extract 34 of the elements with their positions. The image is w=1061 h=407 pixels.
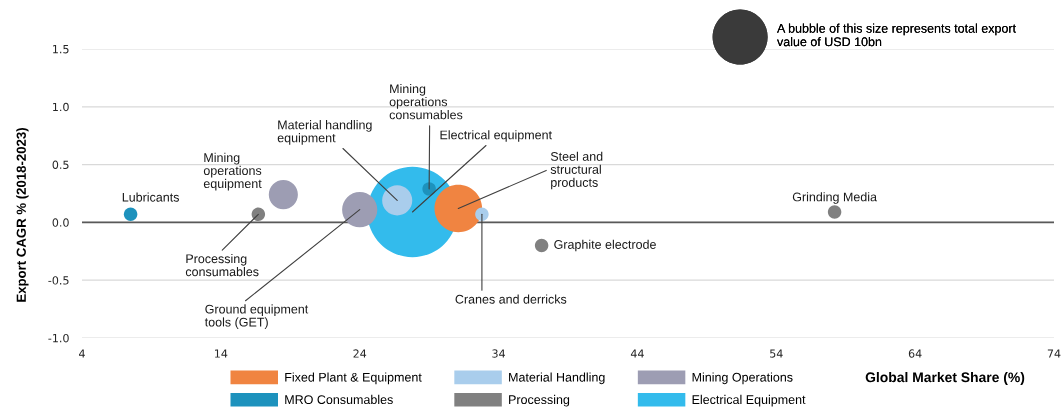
y-tick-label: -0.5 — [48, 276, 69, 285]
x-tick-label: 74 — [1047, 349, 1061, 358]
x-tick-label: 44 — [630, 349, 644, 358]
legend-label: MRO Consumables — [285, 394, 393, 405]
y-tick-label: 0.0 — [52, 218, 69, 227]
annotation: Cranes and derricks — [455, 294, 567, 304]
annotation: Electrical equipment — [440, 130, 552, 142]
annotation: Mining operations equipment — [203, 152, 262, 191]
annotation: Graphite electrode — [554, 239, 656, 252]
annotation: Ground equipment tools (GET) — [204, 304, 309, 330]
x-tick-label: 4 — [79, 349, 85, 358]
x-axis-title: Global Market Share (%) — [865, 372, 1025, 385]
y-axis-title: Export CAGR % (2018-2023) — [16, 128, 29, 302]
annotation: Processing consumables — [185, 253, 259, 277]
y-tick-label: 0.5 — [52, 160, 69, 169]
legend-label: Electrical Equipment — [692, 394, 806, 407]
annotation: Steel and structural products — [550, 151, 603, 190]
x-tick-label: 24 — [353, 349, 367, 358]
legend-label: A bubble of this size represents total export value of USD 10bn — [777, 23, 1016, 47]
legend-label: Processing — [509, 394, 570, 407]
x-tick-label: 64 — [908, 349, 922, 358]
y-tick-label: -1.0 — [48, 333, 69, 343]
annotation: Grinding Media — [792, 192, 877, 204]
x-tick-label: 34 — [492, 349, 506, 358]
legend-label: Mining Operations — [692, 372, 793, 385]
annotation: Mining operations consumables — [389, 84, 463, 120]
x-tick-label: 14 — [215, 349, 228, 358]
y-tick-label: 1.5 — [53, 45, 69, 54]
legend-label: Fixed Plant & Equipment — [285, 372, 422, 385]
annotation: Lubricants — [122, 192, 179, 202]
legend-label: Material Handling — [509, 372, 605, 385]
x-tick-label: 54 — [770, 349, 783, 358]
y-tick-label: 1.0 — [53, 102, 69, 112]
annotation: Material handling equipment — [277, 120, 372, 145]
